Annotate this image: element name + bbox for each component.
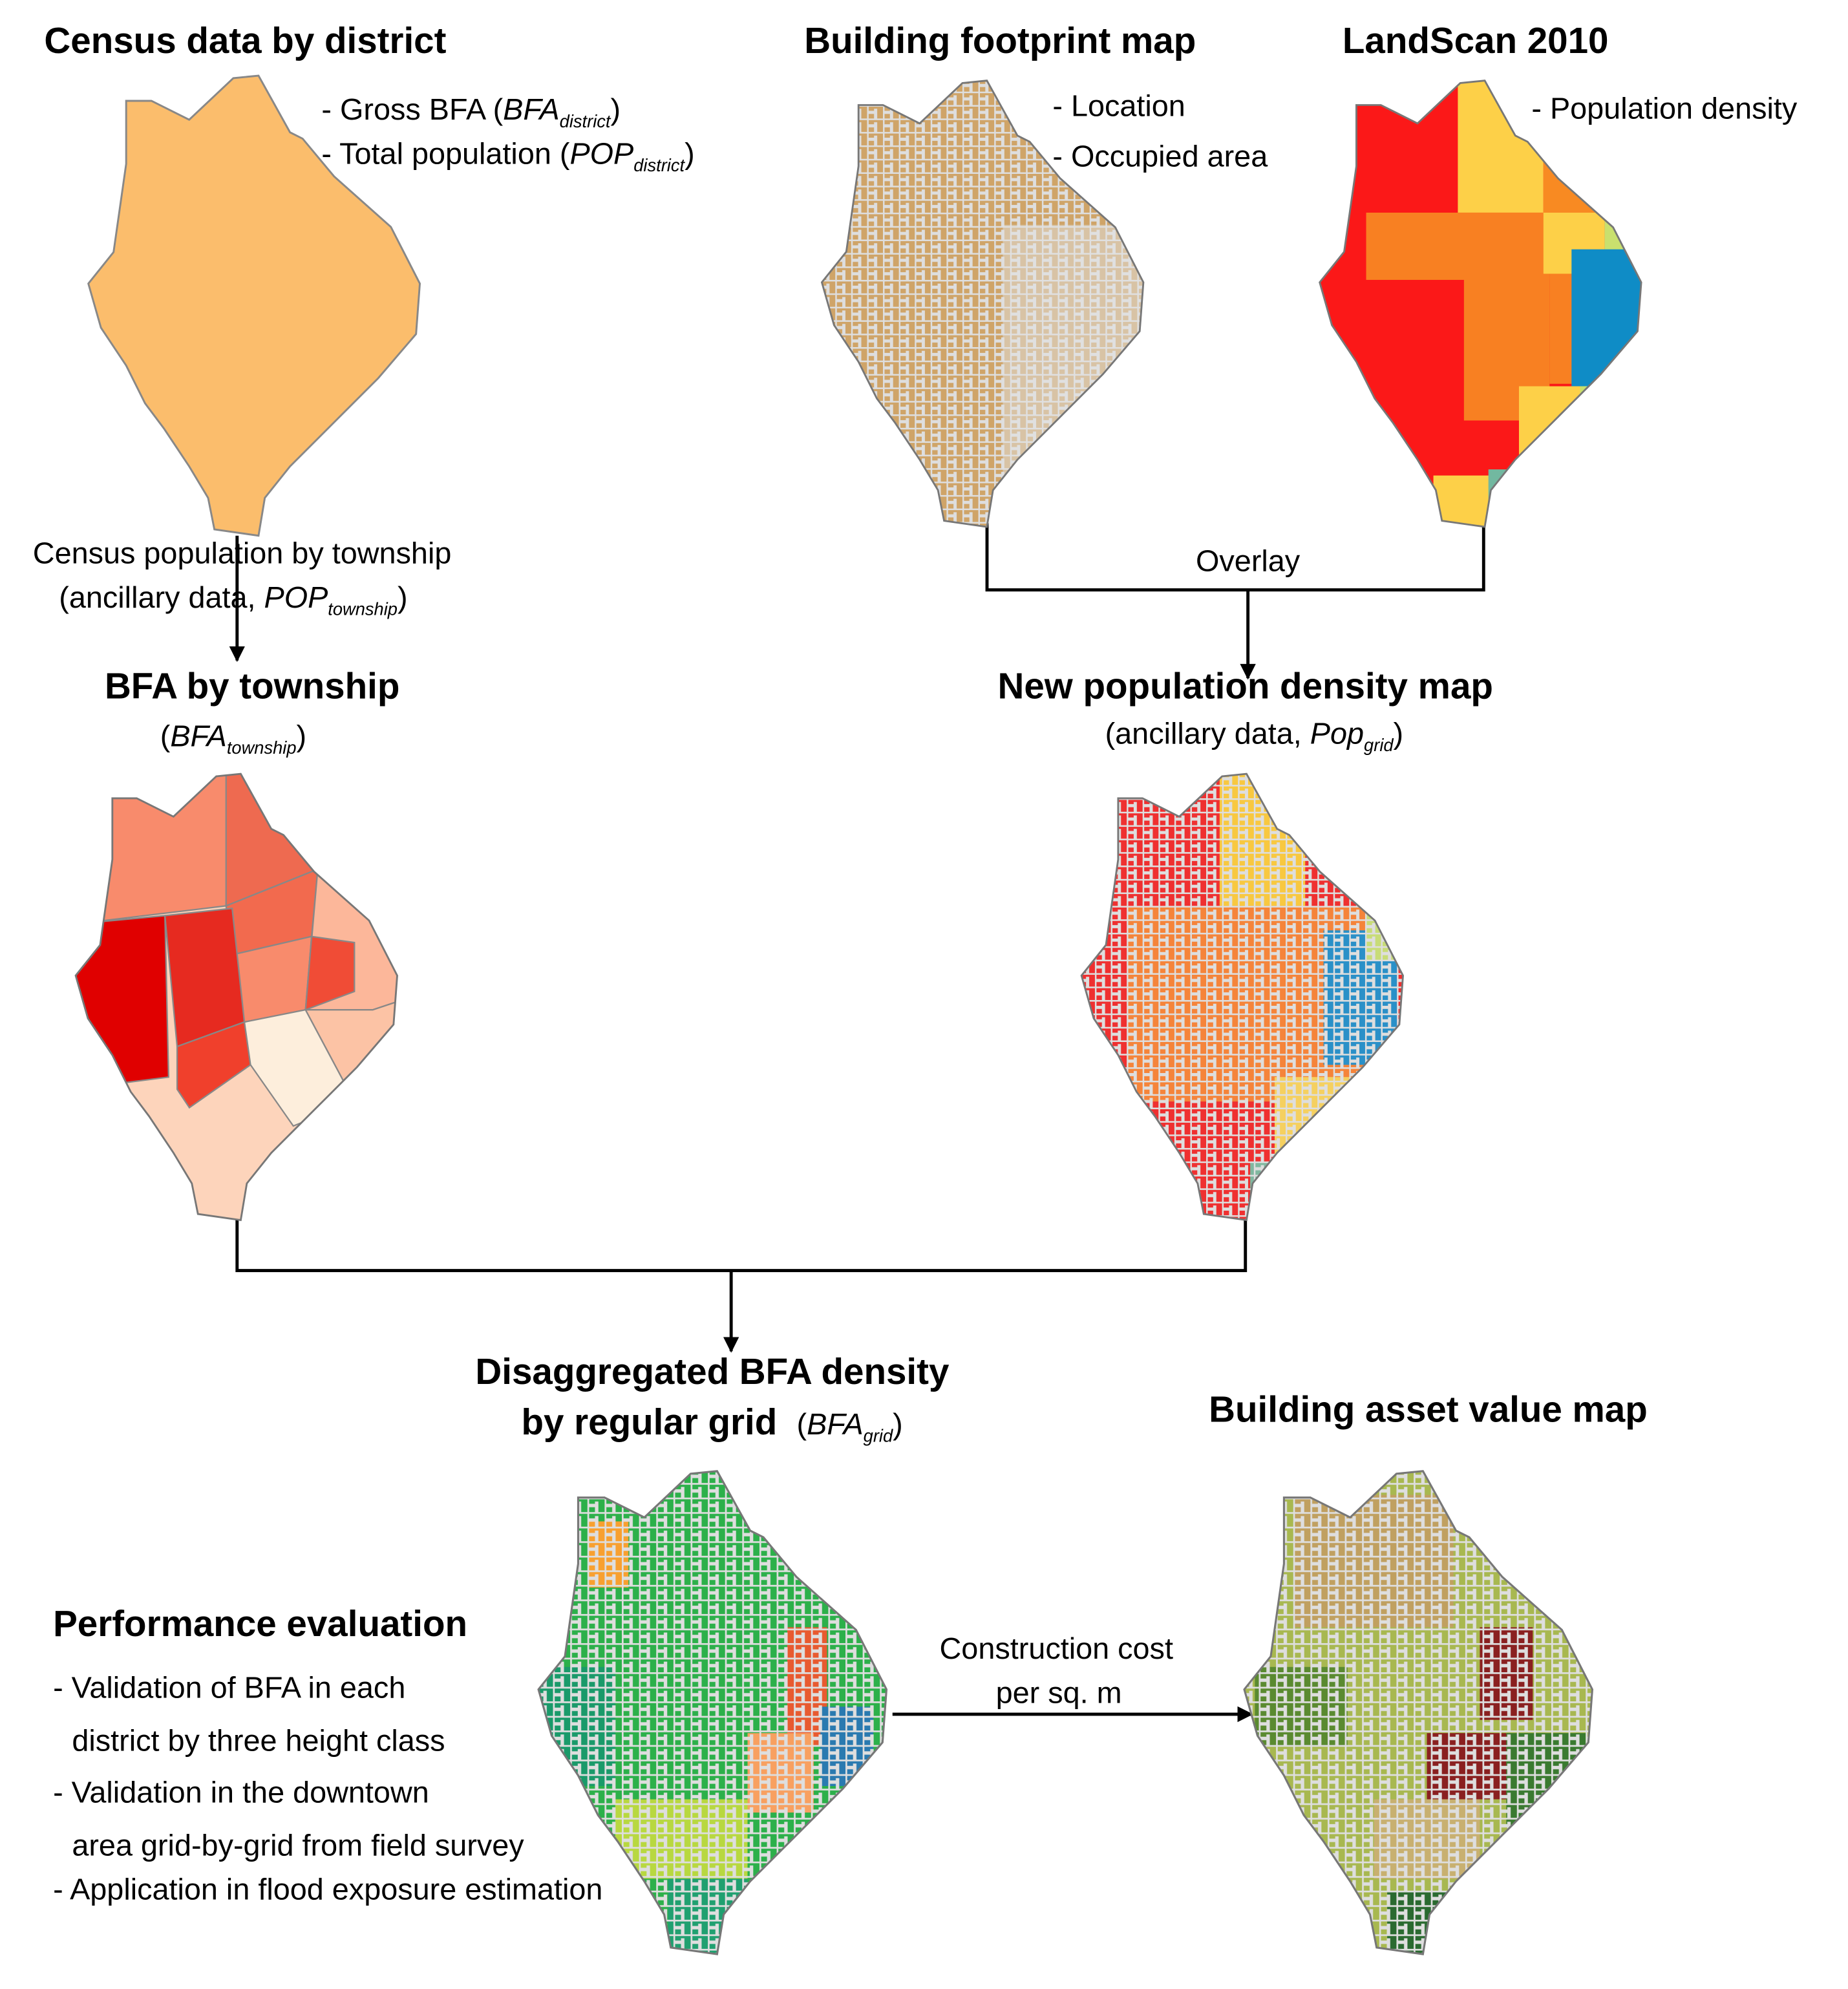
connector (985, 523, 1485, 592)
list-item: - Application in flood exposure estimati… (53, 1873, 602, 1906)
node-title: Disaggregated BFA density (475, 1351, 950, 1392)
new-population-map (1080, 772, 1404, 1221)
variable: BFA (170, 719, 227, 752)
list-item: area grid-by-grid from field survey (72, 1828, 524, 1862)
text: ) (685, 136, 695, 170)
edge-label: Overlay (1196, 544, 1301, 577)
text: ) (1394, 716, 1404, 750)
node-item: - Gross BFA (BFAdistrict) (321, 92, 621, 131)
node-title: LandScan 2010 (1343, 20, 1609, 61)
density-cell (1518, 386, 1642, 484)
section-title: Performance evaluation (53, 1603, 467, 1644)
connector (235, 1204, 1248, 1272)
variable: BFA (503, 92, 560, 126)
subscript: grid (1364, 735, 1394, 755)
node-note: (BFAgrid) (797, 1407, 903, 1446)
node-title: New population density map (998, 665, 1493, 706)
list-item: district by three height class (72, 1723, 445, 1757)
text: ) (297, 719, 307, 752)
text: ) (893, 1407, 903, 1441)
node-title: BFA by township (105, 665, 399, 706)
subscript: township (328, 599, 398, 619)
node-item: - Location (1052, 89, 1185, 122)
map-fill (1081, 774, 1403, 1220)
density-cell (1488, 469, 1544, 527)
density-cell (1366, 212, 1550, 280)
density-cell (1580, 386, 1642, 484)
node-title: by regular grid (522, 1401, 778, 1442)
edge-label: per sq. m (996, 1675, 1122, 1709)
text: (ancillary data, (59, 580, 264, 614)
list-item: - Validation in the downtown (53, 1775, 429, 1809)
text: ( (797, 1407, 807, 1441)
map-fill (76, 774, 398, 1220)
township (76, 915, 169, 1090)
variable: BFA (807, 1407, 864, 1441)
edge-label: Census population by township (33, 537, 452, 570)
variable: POP (264, 580, 328, 614)
township (76, 774, 233, 926)
node-title: Building asset value map (1209, 1389, 1648, 1430)
edge-label: Construction cost (940, 1632, 1173, 1665)
text: ) (398, 580, 408, 614)
variable: POP (569, 136, 633, 170)
landscan-map (1319, 80, 1642, 528)
township-map (74, 772, 398, 1221)
node-item: - Occupied area (1052, 139, 1268, 173)
node-item: - Population density (1531, 91, 1797, 125)
density-cell (1433, 475, 1495, 527)
subscript: district (633, 155, 685, 175)
text: (ancillary data, (1105, 716, 1310, 750)
text: ) (611, 92, 621, 126)
subscript: grid (864, 1426, 893, 1446)
map-fill (1319, 80, 1642, 527)
streets (1244, 1471, 1593, 1955)
map-fill (1244, 1471, 1593, 1955)
text: - Gross BFA ( (321, 92, 503, 126)
node-item: - Total population (POPdistrict) (321, 136, 694, 175)
subscript: township (227, 738, 297, 758)
list-item: - Validation of BFA in each (53, 1671, 405, 1705)
node-title: Building footprint map (804, 20, 1196, 61)
node-subtitle: (ancillary data, Popgrid) (1105, 716, 1404, 755)
text: ( (160, 719, 171, 752)
node-title: Census data by district (44, 20, 446, 61)
streets (1081, 774, 1403, 1220)
subscript: district (560, 111, 611, 131)
township (304, 935, 356, 1011)
text: - Total population ( (321, 136, 569, 170)
node-subtitle: (BFAtownship) (160, 719, 306, 758)
density-cell (1543, 127, 1642, 213)
township (176, 1021, 251, 1109)
asset-map (1243, 1470, 1593, 1955)
variable: Pop (1310, 716, 1364, 750)
edge-label: (ancillary data, POPtownship) (59, 580, 407, 619)
